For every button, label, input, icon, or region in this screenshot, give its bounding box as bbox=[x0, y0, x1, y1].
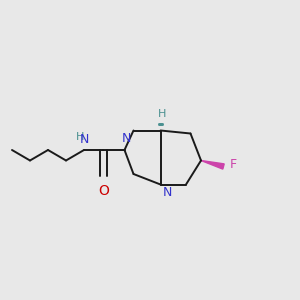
Polygon shape bbox=[201, 160, 224, 169]
Text: O: O bbox=[98, 184, 109, 198]
Text: F: F bbox=[230, 158, 237, 172]
Text: N: N bbox=[121, 133, 131, 146]
Text: H: H bbox=[158, 109, 166, 119]
Text: H: H bbox=[76, 132, 85, 142]
Text: N: N bbox=[79, 134, 89, 146]
Text: N: N bbox=[163, 186, 172, 199]
